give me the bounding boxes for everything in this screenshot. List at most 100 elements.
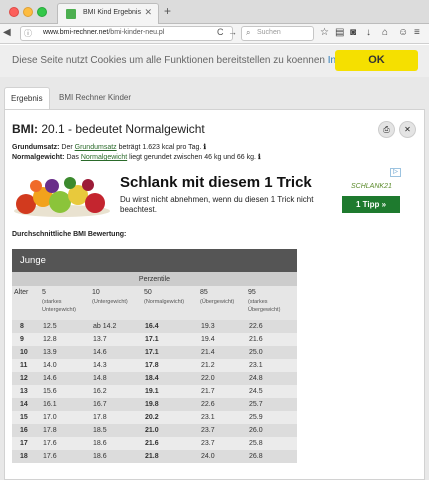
table-cell: 25.9 [246, 411, 297, 424]
close-tab-icon[interactable]: ✕ [144, 7, 152, 17]
reading-list-icon[interactable]: ▤ [335, 27, 345, 38]
table-cell: 25.8 [246, 437, 297, 450]
table-cell: 21.0 [142, 424, 198, 437]
minimize-window-button[interactable] [23, 7, 33, 17]
age-cell: 15 [12, 411, 40, 424]
table-cell: 19.1 [142, 385, 198, 398]
table-cell: 23.1 [198, 411, 246, 424]
table-row: 12 14.6 14.8 18.4 22.0 24.8 [12, 372, 297, 385]
age-cell: 11 [12, 359, 40, 372]
column-label: 5 [42, 289, 46, 296]
grundumsatz-pre: Der [61, 144, 73, 151]
normalgewicht-link[interactable]: Normalgewicht [80, 154, 128, 161]
browser-nav-bar: ◀ ⓘ www.bmi-rechner.net/bmi-kinder-neu.p… [0, 24, 429, 44]
table-row: 18 17.6 18.6 21.8 24.0 26.8 [12, 450, 297, 463]
column-label: 85 [200, 289, 208, 296]
column-sublabel: (Übergewicht) [200, 299, 235, 305]
browser-tab[interactable]: BMI Kind Ergebnis ✕ [57, 3, 159, 24]
column-header: 5 (starkes Untergewicht) [40, 286, 90, 320]
maximize-window-button[interactable] [37, 7, 47, 17]
table-cell: 24.0 [198, 450, 246, 463]
ad-cta-button[interactable]: 1 Tipp » [342, 196, 400, 213]
cookie-banner: Diese Seite nutzt Cookies um alle Funkti… [0, 45, 429, 77]
bmi-result-title: BMI: 20.1 - bedeutet Normalgewicht [12, 122, 205, 136]
url-path: /bmi-kinder-neu.pl [108, 29, 165, 36]
search-bar[interactable]: ⌕ Suchen [241, 26, 314, 41]
table-row: 17 17.6 18.6 21.6 23.7 25.8 [12, 437, 297, 450]
table-row: 15 17.0 17.8 20.2 23.1 25.9 [12, 411, 297, 424]
cookie-ok-button[interactable]: OK [335, 50, 418, 71]
age-cell: 13 [12, 385, 40, 398]
column-header: 85 (Übergewicht) [198, 286, 246, 320]
table-cell: 14.6 [90, 346, 142, 359]
table-cell: ab 14.2 [90, 320, 142, 333]
perzentile-heading: Perzentile [12, 272, 297, 286]
home-icon[interactable]: ⌂ [382, 27, 389, 38]
age-cell: 12 [12, 372, 40, 385]
info-icon[interactable]: ⓘ [24, 29, 32, 38]
table-row: 14 16.1 16.7 19.8 22.6 25.7 [12, 398, 297, 411]
pocket-icon[interactable]: ◙ [350, 27, 357, 38]
table-row: 11 14.0 14.3 17.8 21.2 23.1 [12, 359, 297, 372]
close-window-button[interactable] [9, 7, 19, 17]
normalgewicht-label: Normalgewicht: [12, 154, 65, 161]
column-label: Alter [14, 289, 29, 296]
column-sublabel: (starkes Übergewicht) [248, 299, 281, 313]
menu-icon[interactable]: ≡ [414, 27, 420, 38]
back-arrow-icon[interactable]: ◀ [3, 27, 11, 38]
table-cell: 21.6 [246, 333, 297, 346]
forward-arrow-icon[interactable]: → [228, 27, 237, 37]
table-cell: 19.3 [198, 320, 246, 333]
table-cell: 17.6 [40, 450, 90, 463]
favicon-icon [66, 9, 76, 19]
bmi-value: 20.1 - bedeutet Normalgewicht [41, 122, 205, 136]
column-sublabel: (Untergewicht) [92, 299, 128, 305]
column-header: 95 (starkes Übergewicht) [246, 286, 297, 320]
column-header: 10 (Untergewicht) [90, 286, 142, 320]
info-icon[interactable]: ℹ [203, 144, 207, 151]
column-header: 50 (Normalgewicht) [142, 286, 198, 320]
column-label: 10 [92, 289, 100, 296]
table-cell: 18.4 [142, 372, 198, 385]
reload-icon[interactable]: C [217, 27, 224, 37]
grundumsatz-post: beträgt 1.623 kcal pro Tag. [118, 144, 202, 151]
table-cell: 21.2 [198, 359, 246, 372]
table-cell: 14.6 [40, 372, 90, 385]
bookmark-star-icon[interactable]: ☆ [320, 27, 329, 38]
column-sublabel: (starkes Untergewicht) [42, 299, 76, 313]
table-cell: 14.0 [40, 359, 90, 372]
age-cell: 16 [12, 424, 40, 437]
fruit-image [14, 177, 110, 217]
close-button[interactable]: ✕ [399, 121, 416, 138]
table-cell: 18.6 [90, 437, 142, 450]
table-cell: 23.7 [198, 437, 246, 450]
table-cell: 19.4 [198, 333, 246, 346]
age-cell: 14 [12, 398, 40, 411]
address-bar[interactable]: ⓘ www.bmi-rechner.net/bmi-kinder-neu.pl [20, 26, 233, 41]
table-cell: 17.8 [40, 424, 90, 437]
age-cell: 17 [12, 437, 40, 450]
advertisement[interactable]: Schlank mit diesem 1 Trick Du wirst nich… [12, 168, 401, 223]
info-icon[interactable]: ℹ [257, 154, 261, 161]
tab-ergebnis[interactable]: Ergebnis [4, 87, 50, 109]
ad-logo: SCHLANK21 [351, 183, 392, 190]
print-button[interactable]: ⎙ [378, 121, 395, 138]
grundumsatz-line: Grundumsatz: Der Grundumsatz beträgt 1.6… [12, 143, 206, 151]
table-cell: 18.5 [90, 424, 142, 437]
browser-tab-bar: BMI Kind Ergebnis ✕ + [0, 0, 429, 24]
browser-tab-title: BMI Kind Ergebnis [83, 9, 141, 16]
ad-headline[interactable]: Schlank mit diesem 1 Trick [120, 174, 312, 191]
tab-bmi-rechner-kinder[interactable]: BMI Rechner Kinder [59, 93, 132, 102]
table-row: 9 12.8 13.7 17.1 19.4 21.6 [12, 333, 297, 346]
download-icon[interactable]: ↓ [366, 27, 371, 38]
adchoices-icon[interactable]: ▷ [390, 168, 401, 177]
sync-icon[interactable]: ☺ [398, 27, 409, 38]
column-header: Alter [12, 286, 40, 320]
grundumsatz-link[interactable]: Grundumsatz [74, 144, 117, 151]
grundumsatz-label: Grundumsatz: [12, 144, 60, 151]
bmi-table: Junge Perzentile Alter 5 (starkes Unterge… [12, 249, 297, 463]
age-cell: 9 [12, 333, 40, 346]
new-tab-icon[interactable]: + [164, 4, 172, 18]
section-title: Durchschnittliche BMI Bewertung: [12, 231, 127, 238]
result-card: BMI: 20.1 - bedeutet Normalgewicht ⎙ ✕ G… [4, 109, 425, 480]
